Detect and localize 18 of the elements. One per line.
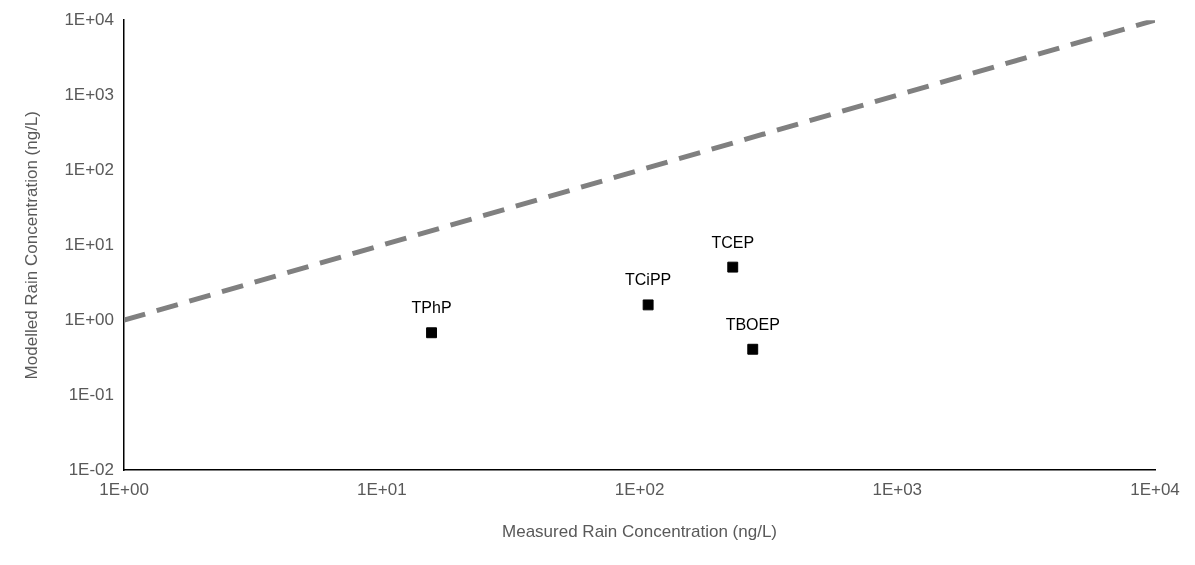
y-axis-title: Modelled Rain Concentration (ng/L) <box>21 111 41 380</box>
x-tick-label: 1E+04 <box>1130 480 1180 500</box>
y-tick-label: 1E-01 <box>68 384 115 404</box>
x-tick-label: 1E+01 <box>356 480 407 500</box>
x-tick-label: 1E+00 <box>99 480 149 500</box>
y-tick-label: 1E+03 <box>64 84 115 104</box>
y-tick-label: 1E+02 <box>64 159 115 179</box>
x-tick-label: 1E+02 <box>614 480 665 500</box>
y-tick-label: 1E+01 <box>64 234 115 254</box>
annotation: TPhP <box>411 299 452 317</box>
annotation: TBOEP <box>725 315 780 333</box>
annotation: TCEP <box>711 233 755 251</box>
x-axis-title: Measured Rain Concentration (ng/L) <box>502 522 778 542</box>
y-tick-label: 1E-02 <box>68 459 115 479</box>
x-tick-label: 1E+03 <box>872 480 923 500</box>
annotation: TCiPP <box>625 271 672 289</box>
y-tick-label: 1E+04 <box>64 9 115 29</box>
y-tick-label: 1E+00 <box>64 309 115 329</box>
